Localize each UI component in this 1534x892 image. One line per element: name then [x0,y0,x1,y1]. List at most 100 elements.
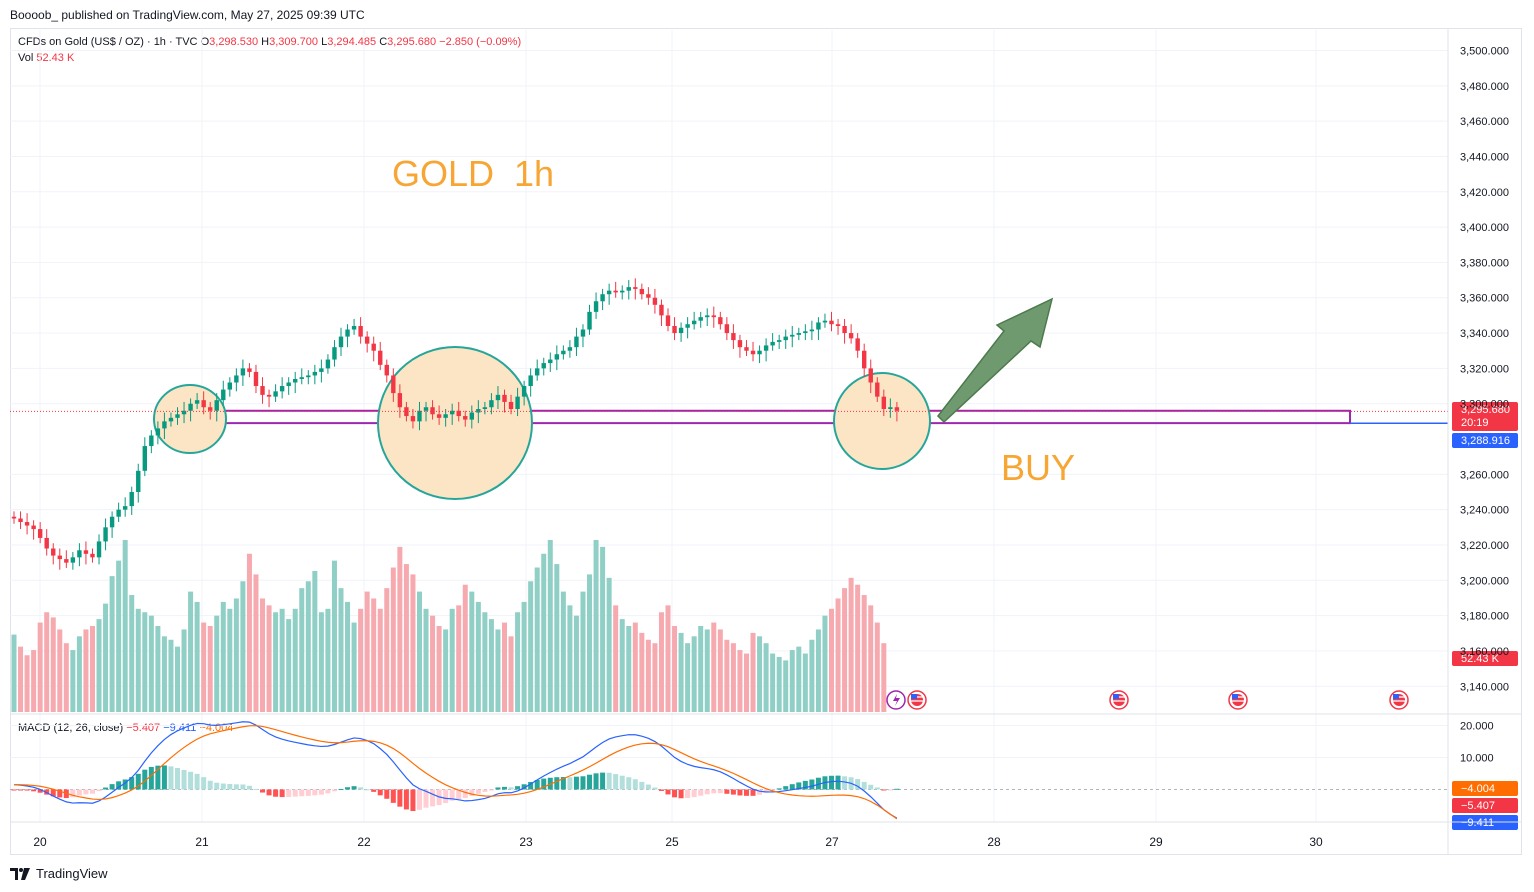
candle-body [528,375,533,387]
macd-histogram-bar [652,787,658,790]
macd-histogram-bar [711,789,717,794]
candle-body [240,368,246,376]
price-tick-label: 3,440.000 [1460,151,1509,163]
volume-bar [227,608,233,712]
macd-histogram-bar [462,789,468,799]
macd-histogram-bar [384,789,390,799]
macd-histogram-bar [279,789,285,798]
candle-body [208,407,213,411]
volume-bar [63,643,69,712]
volume-bar [822,615,828,712]
footer-brand[interactable]: TradingView [10,866,108,881]
macd-histogram-bar [50,789,56,797]
candle-body [822,320,828,323]
candle-body [613,290,618,293]
macd-histogram-bar [573,776,579,790]
macd-histogram-bar [253,788,259,790]
volume-bar [842,588,848,712]
candle-body [234,375,239,383]
macd-histogram-bar [665,789,671,795]
volume-bar [482,612,488,712]
volume-bar [305,581,311,712]
us-economic-event-icon[interactable] [907,690,927,710]
volume-bar [515,612,521,712]
macd-histogram-bar [358,787,364,790]
time-tick-label: 30 [1309,835,1323,849]
candle-body [535,368,540,376]
volume-bar [815,629,821,712]
candle-body [600,294,605,302]
volume-bar [325,608,331,712]
volume-badge [1452,651,1518,666]
macd-histogram-bar [364,789,370,791]
candle-body [299,377,304,379]
macd-histogram-bar [397,789,403,807]
price-tick-label: 3,200.000 [1460,575,1509,587]
macd-histogram-bar [829,775,834,790]
us-economic-event-icon[interactable] [1109,690,1129,710]
change-value: −2.850 (−0.09%) [439,36,522,48]
macd-histogram-bar [626,777,632,790]
volume-bar [188,591,194,712]
macd-histogram-bar [861,781,867,790]
volume-bar [148,615,154,712]
candle-body [731,333,736,341]
macd-histogram-bar [292,789,298,797]
macd-histogram-bar [273,789,279,797]
macd-histogram-bar [554,777,560,790]
candle-body [51,548,56,556]
volume-bar [645,639,651,712]
candle-body [436,414,442,418]
candle-body [286,382,291,387]
macd-histogram-bar [802,780,808,790]
volume-legend[interactable]: Vol 52.43 K [18,52,74,64]
volume-bar [403,564,409,712]
candle-body [162,421,167,429]
candle-body [227,382,233,390]
macd-histogram-bar [632,779,638,790]
macd-histogram-bar [704,789,710,795]
candle-body [338,336,344,348]
candle-body [508,401,514,409]
macd-pane [10,721,1448,820]
support-zone-rect [159,409,1351,425]
volume-bar [96,619,102,712]
volume-bar [318,612,324,712]
annotation-shapes [153,346,1351,500]
footer-brand-text: TradingView [36,866,108,881]
volume-bar [279,608,285,712]
macd-histogram-bar [475,789,481,794]
volume-bar [861,595,867,712]
volume-bar [652,643,658,712]
macd-histogram-bar [560,777,566,790]
candle-body [881,396,887,409]
macd-histogram-bar [18,789,24,791]
macd-histogram-bar [724,789,730,794]
macd-histogram-bar [37,789,43,793]
candle-body [306,375,311,378]
volume-bar [201,622,207,712]
volume-bar [109,576,115,712]
macd-histogram-bar [815,777,821,790]
price-tick-label: 3,260.000 [1460,469,1509,481]
volume-bar [155,626,161,712]
macd-hist-badge-value: −4.004 [1461,783,1495,795]
candle-body [273,391,278,397]
candle-body [744,347,749,351]
us-economic-event-icon[interactable] [1389,690,1409,710]
candle-body [371,343,376,351]
candle-body [57,555,62,560]
macd-histogram-bar [515,786,521,790]
candle-body [155,428,161,436]
candle-body [868,368,873,383]
us-economic-event-icon[interactable] [1228,690,1248,710]
volume-bar [868,605,874,712]
symbol-name[interactable]: CFDs on Gold (US$ / OZ) · 1h · TVC [18,36,198,48]
macd-histogram-bar [260,789,266,793]
close-value: 3,295.680 [387,36,437,48]
candle-body [423,407,429,411]
macd-histogram-bar [96,789,102,792]
symbol-legend[interactable]: CFDs on Gold (US$ / OZ) · 1h · TVC O3,29… [18,36,521,48]
candle-body [397,393,403,408]
